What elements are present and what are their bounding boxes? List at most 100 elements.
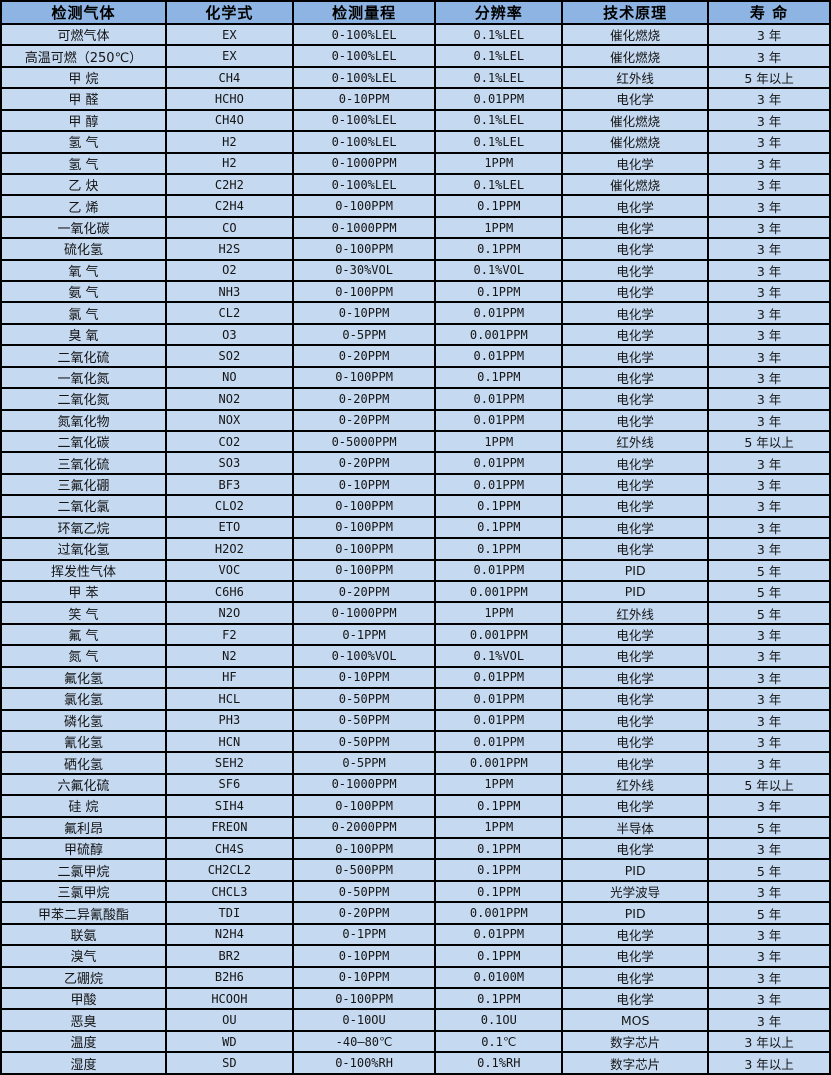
- cell-formula: HCOOH: [164, 986, 294, 1011]
- cell-gas: 联氨: [0, 922, 167, 947]
- table-row: 三氧化硫 SO3 0-20PPM 0.01PPM 电化学 3 年: [0, 451, 831, 475]
- cell-gas: 甲硫醇: [0, 837, 167, 861]
- cell-lifespan: 3 年: [707, 922, 831, 947]
- cell-range: 0-100%LEL: [291, 22, 437, 47]
- cell-resolution: 0.001PPM: [434, 322, 564, 347]
- cell-range: 0-2000PPM: [291, 815, 437, 840]
- cell-principle: 电化学: [561, 986, 710, 1011]
- cell-formula: B2H6: [164, 965, 294, 990]
- cell-formula: HCL: [164, 687, 294, 711]
- cell-resolution: 0.1%LEL: [434, 22, 564, 47]
- cell-lifespan: 3 年: [707, 537, 831, 561]
- cell-range: 0-30%VOL: [291, 258, 437, 283]
- cell-lifespan: 3 年: [707, 44, 831, 68]
- cell-resolution: 0.1PPM: [434, 837, 564, 861]
- cell-principle: 电化学: [561, 537, 710, 561]
- cell-gas: 氨 气: [0, 280, 167, 304]
- cell-range: 0-20PPM: [291, 579, 437, 604]
- table-row: 甲硫醇 CH4S 0-100PPM 0.1PPM 电化学 3 年: [0, 837, 831, 861]
- cell-formula: N2O: [164, 601, 294, 625]
- cell-gas: 环氧乙烷: [0, 515, 167, 540]
- cell-range: 0-10PPM: [291, 301, 437, 325]
- table-row: 溴气 BR2 0-10PPM 0.1PPM 电化学 3 年: [0, 944, 831, 968]
- cell-lifespan: 5 年: [707, 579, 831, 604]
- cell-resolution: 0.001PPM: [434, 579, 564, 604]
- cell-formula: NOX: [164, 408, 294, 433]
- table-row: 甲 苯 C6H6 0-20PPM 0.001PPM PID 5 年: [0, 579, 831, 604]
- cell-formula: H2: [164, 130, 294, 154]
- cell-lifespan: 5 年: [707, 558, 831, 582]
- cell-formula: CH4O: [164, 108, 294, 133]
- cell-principle: 催化燃烧: [561, 44, 710, 68]
- cell-formula: F2: [164, 622, 294, 647]
- cell-range: 0-1000PPM: [291, 215, 437, 240]
- table-row: 臭 氧 O3 0-5PPM 0.001PPM 电化学 3 年: [0, 322, 831, 347]
- table-row: 二氧化氮 NO2 0-20PPM 0.01PPM 电化学 3 年: [0, 387, 831, 411]
- cell-range: 0-100%LEL: [291, 108, 437, 133]
- table-row: 二氯甲烷 CH2CL2 0-500PPM 0.1PPM PID 5 年: [0, 858, 831, 882]
- cell-resolution: 1PPM: [434, 429, 564, 454]
- cell-formula: O2: [164, 258, 294, 283]
- cell-lifespan: 3 年: [707, 879, 831, 904]
- cell-lifespan: 3 年以上: [707, 1029, 831, 1054]
- cell-lifespan: 3 年: [707, 729, 831, 754]
- cell-gas: 二氯甲烷: [0, 858, 167, 882]
- cell-range: 0-10PPM: [291, 665, 437, 690]
- cell-resolution: 0.1%LEL: [434, 108, 564, 133]
- cell-principle: 电化学: [561, 944, 710, 968]
- cell-gas: 氯化氢: [0, 687, 167, 711]
- cell-gas: 三氧化硫: [0, 451, 167, 475]
- cell-range: 0-100PPM: [291, 537, 437, 561]
- cell-resolution: 0.1%VOL: [434, 258, 564, 283]
- cell-principle: 红外线: [561, 772, 710, 797]
- cell-principle: 电化学: [561, 258, 710, 283]
- cell-gas: 二氧化氮: [0, 387, 167, 411]
- table-row: 氮氧化物 NOX 0-20PPM 0.01PPM 电化学 3 年: [0, 408, 831, 433]
- cell-gas: 硫化氢: [0, 237, 167, 261]
- cell-resolution: 0.01PPM: [434, 301, 564, 325]
- table-row: 可燃气体 EX 0-100%LEL 0.1%LEL 催化燃烧 3 年: [0, 22, 831, 47]
- cell-gas: 温度: [0, 1029, 167, 1054]
- cell-resolution: 0.1PPM: [434, 858, 564, 882]
- table-row: 二氧化氯 CLO2 0-100PPM 0.1PPM 电化学 3 年: [0, 494, 831, 518]
- cell-resolution: 0.001PPM: [434, 901, 564, 925]
- cell-lifespan: 3 年以上: [707, 1051, 831, 1075]
- table-row: 乙 烯 C2H4 0-100PPM 0.1PPM 电化学 3 年: [0, 194, 831, 218]
- column-header-formula: 化学式: [164, 0, 294, 25]
- cell-principle: 催化燃烧: [561, 172, 710, 197]
- cell-principle: 数字芯片: [561, 1029, 710, 1054]
- cell-resolution: 0.1%LEL: [434, 65, 564, 90]
- cell-principle: 电化学: [561, 408, 710, 433]
- cell-range: 0-50PPM: [291, 687, 437, 711]
- cell-resolution: 0.1PPM: [434, 794, 564, 818]
- cell-lifespan: 5 年: [707, 815, 831, 840]
- cell-range: 0-1000PPM: [291, 151, 437, 175]
- cell-resolution: 0.01PPM: [434, 558, 564, 582]
- cell-resolution: 0.1PPM: [434, 280, 564, 304]
- cell-lifespan: 3 年: [707, 708, 831, 732]
- cell-formula: CH4: [164, 65, 294, 90]
- cell-gas: 氟利昂: [0, 815, 167, 840]
- cell-principle: 红外线: [561, 429, 710, 454]
- cell-principle: 催化燃烧: [561, 22, 710, 47]
- cell-formula: SO3: [164, 451, 294, 475]
- cell-formula: CLO2: [164, 494, 294, 518]
- cell-principle: 红外线: [561, 601, 710, 625]
- cell-principle: 电化学: [561, 344, 710, 368]
- table-header: 检测气体 化学式 检测量程 分辨率 技术原理寿 命: [0, 0, 831, 25]
- cell-lifespan: 3 年: [707, 280, 831, 304]
- cell-gas: 一氧化碳: [0, 215, 167, 240]
- cell-gas: 溴气: [0, 944, 167, 968]
- cell-range: 0-20PPM: [291, 408, 437, 433]
- cell-lifespan: 3 年: [707, 151, 831, 175]
- cell-principle: PID: [561, 558, 710, 582]
- cell-lifespan: 5 年: [707, 858, 831, 882]
- cell-lifespan: 3 年: [707, 451, 831, 475]
- table-body: 可燃气体 EX 0-100%LEL 0.1%LEL 催化燃烧 3 年高温可燃（250℃） E…: [0, 22, 831, 1075]
- cell-lifespan: 3 年: [707, 665, 831, 690]
- cell-gas: 一氧化氮: [0, 365, 167, 390]
- cell-formula: TDI: [164, 901, 294, 925]
- cell-range: 0-100%LEL: [291, 130, 437, 154]
- cell-range: 0-100%VOL: [291, 644, 437, 668]
